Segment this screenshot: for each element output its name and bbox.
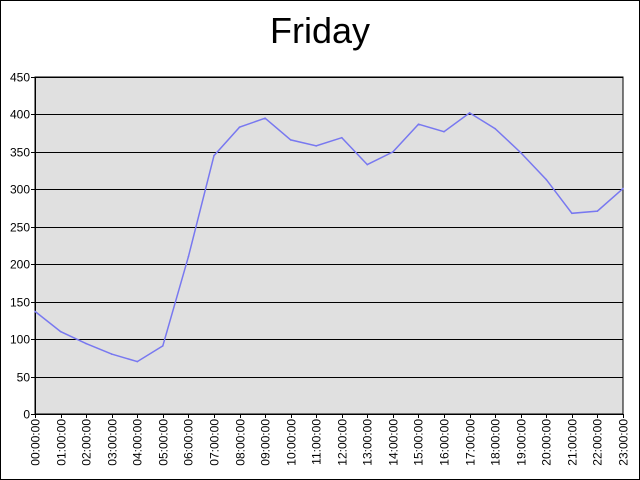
y-tick-label: 400 (10, 108, 30, 122)
series-line (34, 111, 624, 363)
data-point (545, 178, 548, 181)
y-tick-label: 450 (10, 71, 30, 85)
x-tick-label: 12:00:00 (336, 419, 350, 466)
data-point (315, 145, 318, 147)
y-tick-label: 300 (10, 183, 30, 197)
x-tick-label: 21:00:00 (566, 419, 580, 466)
data-point (341, 136, 343, 139)
y-tick-label: 200 (10, 258, 30, 272)
data-point (596, 210, 599, 212)
x-tick-label: 01:00:00 (55, 419, 69, 466)
x-tick-label: 03:00:00 (106, 419, 120, 466)
data-point (162, 345, 164, 347)
data-point (213, 154, 215, 157)
x-tick-label: 02:00:00 (80, 419, 94, 466)
data-point (110, 353, 113, 355)
data-point (494, 127, 497, 130)
x-tick-label: 08:00:00 (234, 419, 248, 466)
x-tick-label: 04:00:00 (131, 419, 145, 466)
data-point (187, 255, 190, 258)
x-tick-label: 06:00:00 (182, 419, 196, 466)
y-tick-label: 50 (17, 371, 31, 385)
y-tick-label: 0 (23, 408, 30, 422)
x-tick-label: 00:00:00 (29, 419, 43, 466)
x-tick-label: 23:00:00 (617, 419, 631, 466)
x-tick-label: 19:00:00 (515, 419, 529, 466)
x-tick-label: 22:00:00 (591, 419, 605, 466)
x-tick-label: 15:00:00 (412, 419, 426, 466)
data-point (443, 130, 445, 133)
data-point (571, 212, 573, 215)
y-tick-label: 250 (10, 221, 30, 235)
y-tick-label: 100 (10, 333, 30, 347)
data-point (622, 187, 624, 190)
x-tick-label: 18:00:00 (489, 419, 503, 466)
plot-area (34, 76, 624, 415)
data-point (59, 330, 62, 333)
x-tick-label: 13:00:00 (361, 419, 375, 466)
data-point (34, 310, 36, 313)
x-tick-label: 09:00:00 (259, 419, 273, 466)
x-tick-label: 07:00:00 (208, 419, 222, 466)
data-point (519, 151, 522, 154)
data-point (366, 163, 369, 166)
data-point (417, 123, 420, 125)
data-point (238, 126, 241, 128)
data-point (136, 360, 139, 363)
data-point (468, 112, 471, 114)
x-tick-label: 16:00:00 (438, 419, 452, 466)
data-point (392, 151, 394, 153)
y-tick-label: 150 (10, 296, 30, 310)
x-tick-label: 05:00:00 (157, 419, 171, 466)
x-tick-label: 20:00:00 (540, 419, 554, 466)
x-tick-label: 11:00:00 (310, 419, 324, 465)
x-tick-label: 10:00:00 (285, 419, 299, 466)
x-tick-label: 14:00:00 (387, 419, 401, 466)
data-point (264, 117, 266, 119)
y-tick-label: 350 (10, 146, 30, 160)
data-point (289, 139, 292, 141)
chart-title: Friday (269, 10, 371, 51)
data-point (85, 342, 87, 345)
x-tick-label: 17:00:00 (464, 419, 478, 466)
